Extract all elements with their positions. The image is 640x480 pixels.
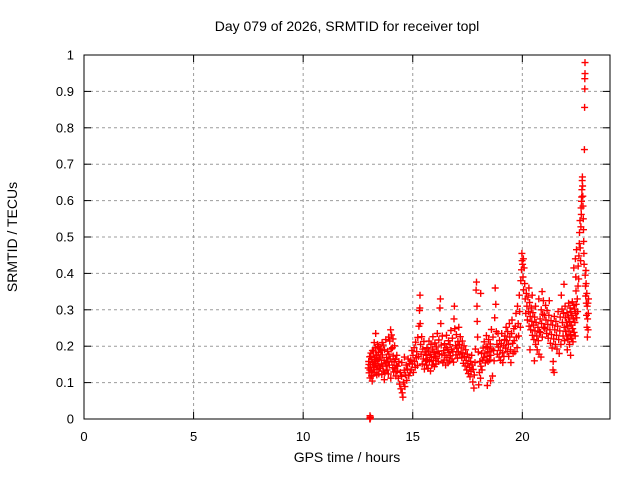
y-tick-label: 0.8 — [56, 120, 74, 135]
chart-title: Day 079 of 2026, SRMTID for receiver top… — [215, 18, 480, 34]
scatter-series-srmtid — [364, 59, 592, 423]
axis-ticks — [83, 54, 610, 420]
y-tick-label: 0 — [67, 412, 74, 427]
grid-lines — [84, 55, 610, 419]
data-points — [364, 59, 592, 423]
y-tick-label: 0.4 — [56, 266, 74, 281]
y-tick-label: 0.1 — [56, 375, 74, 390]
y-tick-label: 0.5 — [56, 230, 74, 245]
x-tick-label: 15 — [406, 429, 420, 444]
x-tick-label: 0 — [80, 429, 87, 444]
y-tick-label: 0.3 — [56, 302, 74, 317]
x-tick-label: 20 — [515, 429, 529, 444]
x-tick-label: 5 — [190, 429, 197, 444]
y-axis-label: SRMTID / TECUs — [4, 182, 20, 292]
y-tick-label: 0.6 — [56, 193, 74, 208]
x-tick-label: 10 — [296, 429, 310, 444]
x-axis-label: GPS time / hours — [294, 449, 401, 465]
y-tick-label: 0.2 — [56, 339, 74, 354]
tick-labels: 0 5 10 15 20 0 0.1 0.2 0.3 0.4 0.5 0.6 0.7 0.8 0.9 1 — [56, 48, 530, 445]
y-tick-label: 0.7 — [56, 157, 74, 172]
y-tick-label: 1 — [67, 48, 74, 63]
y-tick-label: 0.9 — [56, 84, 74, 99]
